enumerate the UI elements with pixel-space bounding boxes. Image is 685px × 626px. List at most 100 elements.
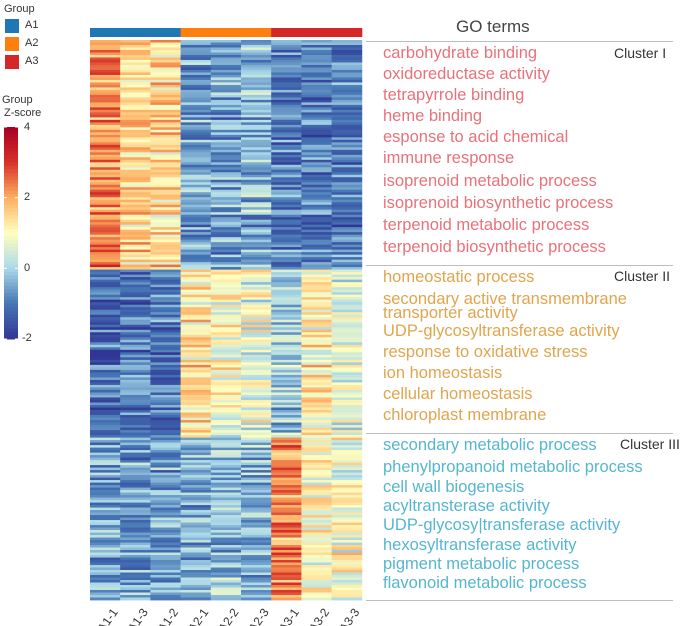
heatmap-cell: [90, 72, 121, 76]
heatmap-cell: [180, 517, 212, 521]
heatmap-cell: [90, 294, 121, 298]
heatmap-cell: [180, 187, 212, 191]
heatmap-cell: [331, 167, 363, 171]
heatmap-cell: [90, 457, 121, 461]
heatmap-cell: [241, 267, 272, 270]
heatmap-cell: [90, 44, 121, 48]
heatmap-cell: [150, 57, 181, 61]
heatmap-cell: [120, 274, 151, 278]
heatmap-cell: [90, 197, 121, 201]
heatmap-cell: [210, 157, 242, 161]
heatmap-cell: [241, 272, 272, 276]
heatmap-cell: [331, 169, 363, 173]
heatmap-cell: [241, 112, 272, 116]
heatmap-cell: [241, 134, 272, 138]
heatmap-cell: [150, 159, 181, 163]
heatmap-cell: [180, 327, 212, 331]
colorbar-segment: [4, 236, 18, 241]
heatmap-cell: [150, 232, 181, 236]
heatmap-cell: [90, 382, 121, 386]
heatmap-cell: [331, 212, 363, 216]
heatmap-cell: [90, 435, 121, 438]
heatmap-cell: [331, 389, 363, 393]
heatmap-cell: [241, 342, 272, 346]
heatmap-cell: [241, 187, 272, 191]
heatmap-cell: [90, 137, 121, 141]
colorbar-segment: [4, 229, 18, 234]
heatmap-cell: [210, 354, 242, 358]
heatmap-cell: [90, 317, 121, 321]
heatmap-cell: [331, 52, 363, 56]
heatmap-cell: [301, 57, 332, 61]
heatmap-cell: [180, 182, 212, 186]
heatmap-cell: [180, 277, 212, 281]
heatmap-cell: [331, 515, 363, 518]
heatmap-cell: [271, 289, 302, 293]
heatmap-cell: [210, 445, 242, 448]
heatmap-cell: [210, 417, 242, 421]
heatmap-cell: [120, 192, 151, 196]
heatmap-cell: [90, 364, 121, 368]
heatmap-cell: [271, 522, 302, 526]
heatmap-cell: [90, 89, 121, 93]
heatmap-cell: [210, 47, 242, 51]
heatmap-cell: [271, 87, 302, 91]
heatmap-cell: [180, 442, 212, 446]
heatmap-cell: [90, 272, 121, 276]
heatmap-cell: [90, 465, 121, 468]
heatmap-cell: [210, 557, 242, 561]
heatmap-cell: [180, 164, 212, 168]
colorbar-segment: [4, 293, 18, 298]
heatmap-cell: [90, 319, 121, 323]
column-label-a3-1: A3-1: [276, 605, 302, 626]
heatmap-cell: [271, 417, 302, 421]
heatmap-cell: [90, 592, 121, 596]
heatmap-cell: [301, 324, 332, 328]
heatmap-cell: [120, 249, 151, 253]
heatmap-cell: [210, 267, 242, 270]
heatmap-cell: [331, 597, 363, 601]
heatmap-cell: [301, 477, 332, 481]
heatmap-cell: [180, 137, 212, 141]
heatmap-cell: [331, 144, 363, 148]
heatmap-cell: [180, 402, 212, 406]
heatmap-cell: [180, 472, 212, 476]
go-term: homeostatic process: [383, 268, 535, 286]
heatmap-cell: [210, 304, 242, 308]
heatmap-cell: [271, 440, 302, 443]
column-label-a2-2: A2-2: [216, 605, 242, 626]
heatmap-cell: [180, 284, 212, 288]
heatmap-cell: [331, 274, 363, 278]
heatmap-cell: [210, 44, 242, 48]
heatmap-cell: [271, 435, 302, 438]
heatmap-cell: [331, 187, 363, 191]
heatmap-cell: [120, 525, 151, 528]
heatmap-cell: [210, 430, 242, 433]
heatmap-cell: [120, 292, 151, 296]
heatmap-cell: [150, 547, 181, 551]
heatmap-cell: [241, 77, 272, 81]
heatmap-cell: [301, 475, 332, 478]
heatmap-cell: [180, 282, 212, 286]
heatmap-cell: [331, 510, 363, 513]
heatmap-cell: [210, 292, 242, 296]
heatmap-cell: [271, 124, 302, 128]
heatmap-cell: [150, 129, 181, 133]
heatmap-cell: [271, 332, 302, 336]
heatmap-cell: [120, 322, 151, 326]
heatmap-cell: [331, 442, 363, 446]
heatmap-cell: [180, 114, 212, 118]
heatmap-cell: [150, 222, 181, 226]
group-bar-a3-2: [301, 28, 333, 37]
colorbar-segment: [4, 218, 18, 223]
heatmap-cell: [90, 547, 121, 551]
heatmap-cell: [210, 89, 242, 93]
heatmap-cell: [241, 547, 272, 551]
group-bar-a1-2: [150, 28, 182, 37]
heatmap-cell: [271, 442, 302, 446]
heatmap-cell: [90, 107, 121, 111]
heatmap-cell: [210, 450, 242, 453]
heatmap-cell: [180, 209, 212, 213]
heatmap-cell: [180, 560, 212, 563]
heatmap-cell: [301, 407, 332, 411]
